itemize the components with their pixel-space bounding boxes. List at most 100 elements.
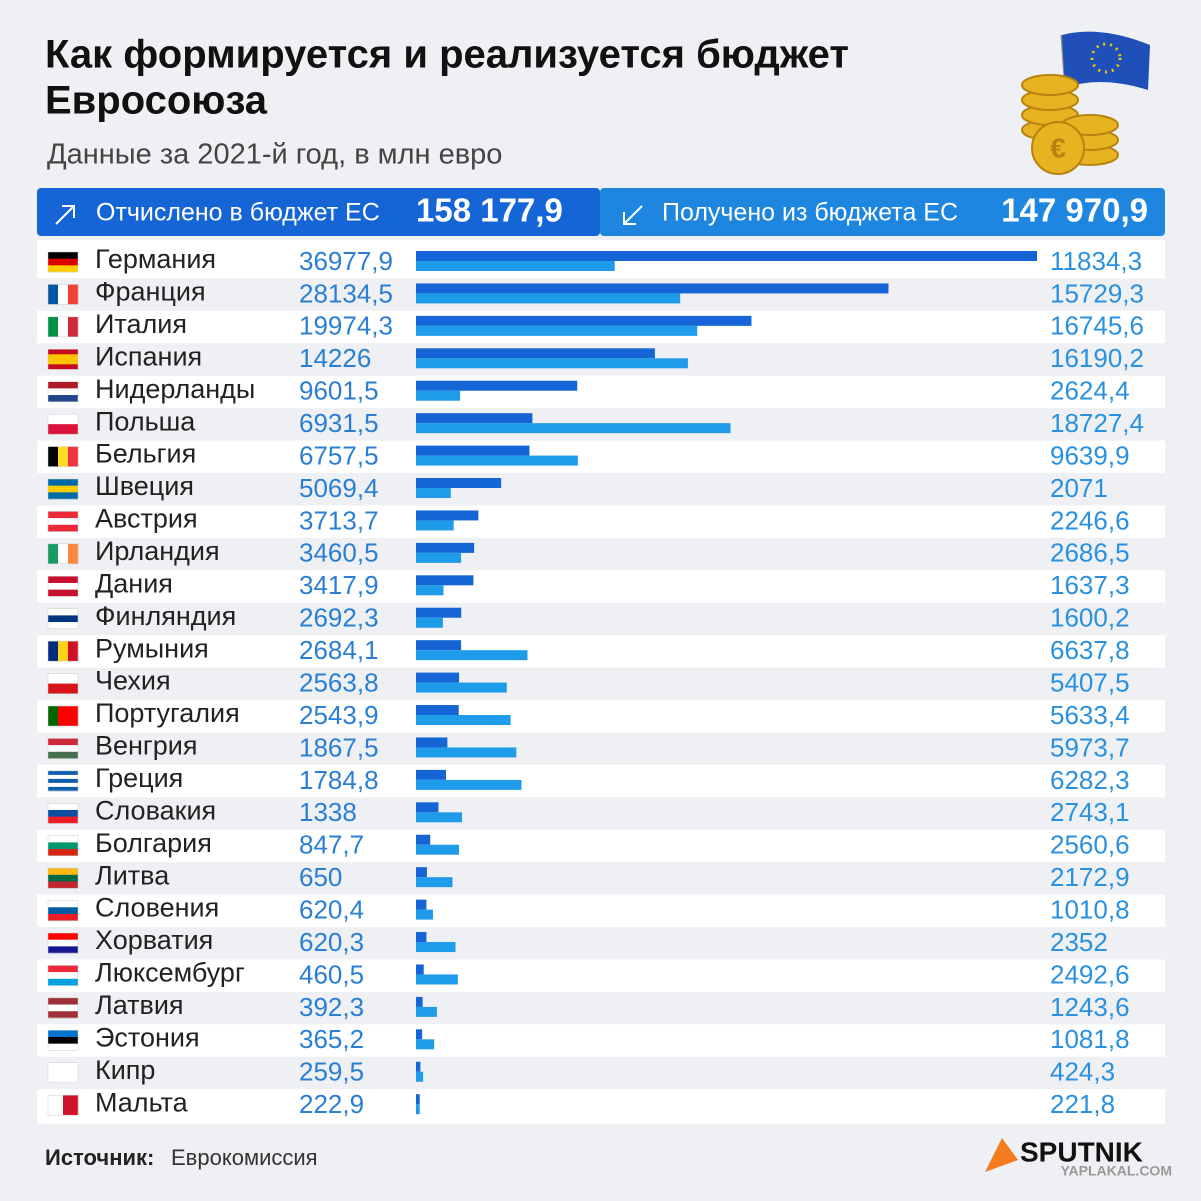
row-stripe xyxy=(37,732,1165,765)
country-label: Дания xyxy=(95,568,173,598)
arrow-icon xyxy=(623,205,643,225)
flag-stripe xyxy=(68,641,79,662)
bar xyxy=(416,802,439,813)
flag-stripe xyxy=(68,543,79,564)
flag-stripe xyxy=(48,479,78,486)
row-stripe xyxy=(37,537,1165,571)
flag xyxy=(47,1062,79,1084)
flag-stripe xyxy=(48,972,78,980)
flag xyxy=(47,673,79,694)
flag-stripe xyxy=(48,745,78,753)
flag-stripe xyxy=(48,1095,64,1116)
value-label: 16190,2 xyxy=(1050,343,1144,373)
value-label: 18727,4 xyxy=(1050,408,1144,438)
value-label: 222,9 xyxy=(299,1089,364,1119)
flag-stripe xyxy=(48,683,78,694)
flag-border xyxy=(47,413,79,435)
country-label: Италия xyxy=(95,309,187,339)
flag-stripe xyxy=(48,1043,78,1051)
flag-stripe xyxy=(48,543,59,564)
flag-stripe xyxy=(48,849,78,857)
flag-stripe xyxy=(48,816,78,824)
source: Еврокомиссия xyxy=(171,1145,318,1170)
flag-stripe xyxy=(48,424,78,435)
flag xyxy=(47,640,79,662)
value-label: 1081,8 xyxy=(1050,1024,1130,1054)
flag-border xyxy=(47,511,79,532)
value-label: 847,7 xyxy=(299,830,364,860)
flag-stripe xyxy=(48,349,78,355)
value-label: 28134,5 xyxy=(299,278,393,308)
flag-stripe xyxy=(58,316,69,337)
flag-stripe xyxy=(48,997,78,1005)
flag xyxy=(47,543,79,565)
value-label: 14226 xyxy=(299,343,371,373)
flag-stripe xyxy=(48,1036,78,1044)
value-label: 259,5 xyxy=(299,1057,364,1087)
row-stripe xyxy=(37,602,1165,636)
country-label: Польша xyxy=(95,406,196,436)
country-label: Словения xyxy=(95,893,219,923)
bar xyxy=(416,520,454,531)
country-label: Румыния xyxy=(95,633,209,663)
value-label: 2543,9 xyxy=(299,700,379,730)
flag-stripe xyxy=(48,284,59,305)
value-label: 9639,9 xyxy=(1050,440,1130,470)
value-label: 5069,4 xyxy=(299,473,379,503)
bar xyxy=(416,1071,424,1082)
flag-stripe xyxy=(48,641,59,662)
flag-border xyxy=(47,900,79,921)
flag-stripe xyxy=(48,874,78,882)
flag-stripe xyxy=(48,258,78,266)
value-label: 3417,9 xyxy=(299,570,379,600)
flag-border xyxy=(47,803,79,824)
country-label: Финляндия xyxy=(95,601,236,631)
value-label: 6757,5 xyxy=(299,440,379,470)
value-label: 392,3 xyxy=(299,992,364,1022)
flag-stripe xyxy=(48,778,78,784)
flag xyxy=(47,413,79,435)
flag-stripe xyxy=(48,524,78,532)
bar xyxy=(416,607,462,618)
value-label: 620,4 xyxy=(299,894,364,924)
flag-border xyxy=(47,835,79,856)
country-label: Португалия xyxy=(95,698,240,728)
flag xyxy=(47,1030,79,1051)
bar xyxy=(416,542,475,553)
flag-border xyxy=(47,640,79,662)
bar xyxy=(416,1006,437,1017)
value-label: 15729,3 xyxy=(1050,278,1144,308)
flag-border xyxy=(47,673,79,694)
flag-border xyxy=(47,738,79,759)
flag xyxy=(47,284,79,305)
bar xyxy=(416,283,889,294)
flag-stripe xyxy=(48,622,78,630)
flag xyxy=(47,932,79,954)
row-stripe xyxy=(37,797,1165,830)
country-label: Мальта xyxy=(95,1087,189,1117)
subtitle: Данные за 2021-й год, в млн евро xyxy=(47,139,502,171)
flag-stripe xyxy=(48,582,78,590)
header-right xyxy=(600,188,1165,236)
arrow-icon xyxy=(55,205,75,225)
flag-stripe xyxy=(48,608,78,616)
flag-stripe xyxy=(48,511,78,519)
flag xyxy=(47,478,79,500)
flag xyxy=(47,705,79,727)
flag xyxy=(47,576,79,597)
value-label: 2563,8 xyxy=(299,667,379,697)
flag-stripe xyxy=(48,252,78,259)
flag xyxy=(47,835,79,857)
value-label: 16745,6 xyxy=(1050,311,1144,341)
flag-stripe xyxy=(58,641,69,662)
flag-border xyxy=(47,543,79,565)
row-stripe xyxy=(37,1056,1165,1090)
flag-stripe xyxy=(48,738,78,746)
flag-border xyxy=(47,576,79,597)
source-label: Источник: xyxy=(45,1145,154,1170)
country-label: Германия xyxy=(95,244,216,274)
flag-stripe xyxy=(48,446,59,467)
bar xyxy=(416,293,681,304)
country-label: Латвия xyxy=(95,990,184,1020)
flag-stripe xyxy=(48,842,78,850)
